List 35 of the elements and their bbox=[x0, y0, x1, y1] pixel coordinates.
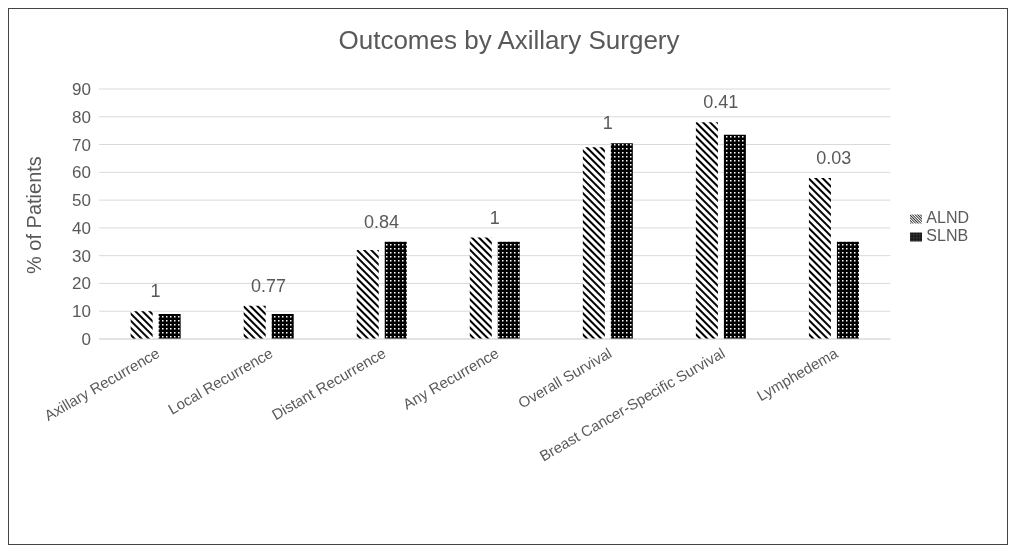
bar bbox=[130, 311, 153, 339]
bar bbox=[808, 177, 831, 339]
annotation: 1 bbox=[602, 113, 613, 134]
y-tick-label: 70 bbox=[72, 135, 91, 155]
annotation: 1 bbox=[489, 207, 500, 228]
bar bbox=[271, 314, 294, 339]
y-tick-label: 90 bbox=[72, 80, 91, 100]
bar bbox=[384, 241, 407, 339]
bar bbox=[836, 241, 859, 339]
bar bbox=[723, 134, 746, 339]
annotation: 0.03 bbox=[816, 147, 852, 168]
y-tick-label: 10 bbox=[72, 302, 91, 322]
y-tick-label: 20 bbox=[72, 274, 91, 294]
legend-label: SLNB bbox=[926, 227, 969, 244]
y-tick-label: 0 bbox=[81, 330, 91, 350]
y-axis-title: % of Patients bbox=[23, 156, 46, 274]
y-tick-label: 60 bbox=[72, 163, 91, 183]
bar bbox=[158, 314, 181, 339]
bar bbox=[610, 143, 633, 339]
bar bbox=[469, 237, 492, 339]
bar bbox=[497, 241, 520, 339]
bar bbox=[582, 147, 605, 339]
y-tick-label: 50 bbox=[72, 191, 91, 211]
annotation: 0.84 bbox=[364, 211, 400, 232]
y-tick-label: 30 bbox=[72, 246, 91, 266]
chart-title: Outcomes by Axillary Surgery bbox=[337, 25, 681, 56]
annotation: 1 bbox=[150, 281, 161, 302]
bar bbox=[243, 305, 266, 339]
bar bbox=[695, 122, 718, 339]
annotation: 0.41 bbox=[703, 92, 739, 113]
y-tick-label: 80 bbox=[72, 107, 91, 127]
bar bbox=[356, 250, 379, 339]
annotation: 0.77 bbox=[251, 275, 287, 296]
y-tick-label: 40 bbox=[72, 218, 91, 238]
legend-label: ALND bbox=[926, 209, 969, 226]
